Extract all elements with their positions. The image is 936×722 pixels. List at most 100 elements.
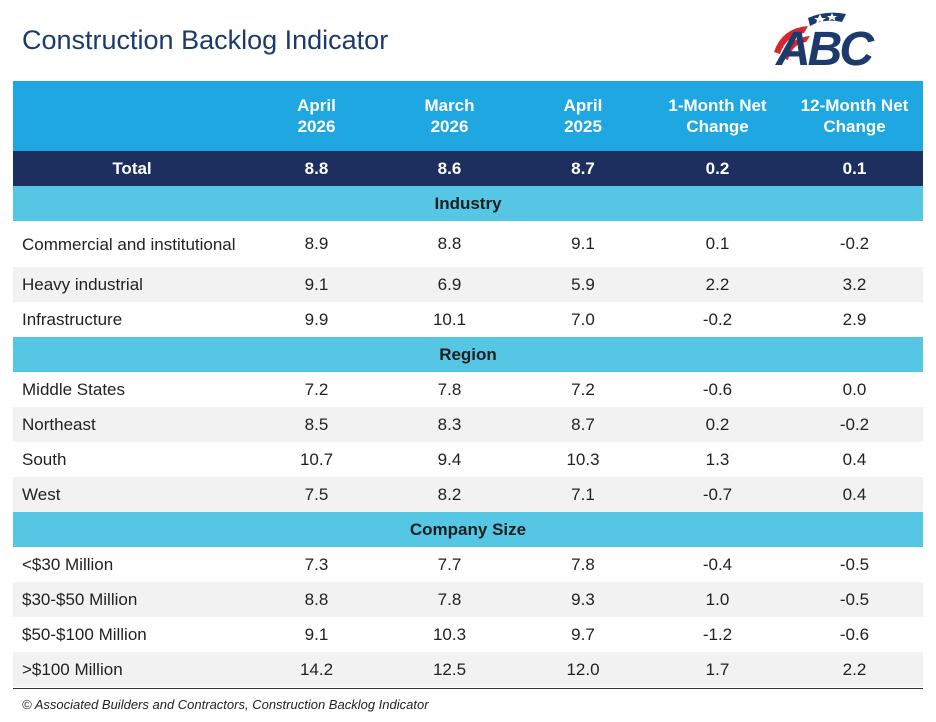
table-cell: 0.0 <box>786 372 923 407</box>
table-cell: 7.8 <box>517 547 649 582</box>
table-cell: 2.2 <box>786 652 923 687</box>
row-label: South <box>13 442 251 477</box>
table-cell: 1.3 <box>649 442 786 477</box>
table-header-row: April 2026 March 2026 April 2025 1-Month Ne… <box>13 81 923 151</box>
table-cell: 0.1 <box>786 151 923 186</box>
column-header-march-2026: March 2026 <box>382 81 517 151</box>
table-cell: 9.4 <box>382 442 517 477</box>
row-label: <$30 Million <box>13 547 251 582</box>
table-cell: 7.7 <box>382 547 517 582</box>
row-label: Infrastructure <box>13 302 251 337</box>
row-label: Middle States <box>13 372 251 407</box>
table-row: West 7.5 8.2 7.1 -0.7 0.4 <box>13 477 923 512</box>
footer-divider <box>13 688 923 689</box>
table-cell: -0.5 <box>786 547 923 582</box>
table-cell: 0.1 <box>649 221 786 267</box>
table-cell: 8.3 <box>382 407 517 442</box>
table-row: <$30 Million 7.3 7.7 7.8 -0.4 -0.5 <box>13 547 923 582</box>
table-cell: 9.9 <box>251 302 382 337</box>
table-body: Total 8.8 8.6 8.7 0.2 0.1 Industry Commercial a… <box>13 151 923 687</box>
table-row: Commercial and institutional 8.9 8.8 9.1 0.1… <box>13 221 923 267</box>
table-cell: 10.7 <box>251 442 382 477</box>
table-cell: 3.2 <box>786 267 923 302</box>
table-cell: 7.5 <box>251 477 382 512</box>
table-cell: 12.5 <box>382 652 517 687</box>
backlog-table: April 2026 March 2026 April 2025 1-Month Ne… <box>13 81 923 687</box>
row-label: $50-$100 Million <box>13 617 251 652</box>
section-header-row: Industry <box>13 186 923 221</box>
logo-text: ABC <box>776 23 874 76</box>
row-label: Northeast <box>13 407 251 442</box>
table-cell: 14.2 <box>251 652 382 687</box>
table-cell: 7.1 <box>517 477 649 512</box>
table-row: South 10.7 9.4 10.3 1.3 0.4 <box>13 442 923 477</box>
table-row: Northeast 8.5 8.3 8.7 0.2 -0.2 <box>13 407 923 442</box>
table-cell: -0.7 <box>649 477 786 512</box>
table-cell: 9.1 <box>251 267 382 302</box>
page-title: Construction Backlog Indicator <box>22 25 389 55</box>
table-cell: 6.9 <box>382 267 517 302</box>
table-cell: 9.1 <box>251 617 382 652</box>
table-cell: 9.7 <box>517 617 649 652</box>
table-cell: 8.7 <box>517 407 649 442</box>
total-row: Total 8.8 8.6 8.7 0.2 0.1 <box>13 151 923 186</box>
table-cell: 12.0 <box>517 652 649 687</box>
row-label: >$100 Million <box>13 652 251 687</box>
table-cell: 9.3 <box>517 582 649 617</box>
section-title: Industry <box>13 186 923 221</box>
column-header-april-2025: April 2025 <box>517 81 649 151</box>
column-header-12-month-change: 12-Month Net Change <box>786 81 923 151</box>
table-cell: 7.3 <box>251 547 382 582</box>
table-cell: -0.4 <box>649 547 786 582</box>
table-cell: -1.2 <box>649 617 786 652</box>
table-row: Infrastructure 9.9 10.1 7.0 -0.2 2.9 <box>13 302 923 337</box>
table-row: Middle States 7.2 7.8 7.2 -0.6 0.0 <box>13 372 923 407</box>
table-cell: 10.1 <box>382 302 517 337</box>
table-cell: -0.5 <box>786 582 923 617</box>
row-label: Heavy industrial <box>13 267 251 302</box>
table-cell: 0.4 <box>786 442 923 477</box>
footer-credit: © Associated Builders and Contractors, C… <box>22 697 429 712</box>
table-cell: 7.2 <box>251 372 382 407</box>
section-title: Company Size <box>13 512 923 547</box>
table-cell: 8.8 <box>251 582 382 617</box>
table-cell: 8.2 <box>382 477 517 512</box>
table-cell: 10.3 <box>517 442 649 477</box>
table-row: >$100 Million 14.2 12.5 12.0 1.7 2.2 <box>13 652 923 687</box>
table-cell: -0.2 <box>649 302 786 337</box>
table-cell: 8.6 <box>382 151 517 186</box>
section-header-row: Company Size <box>13 512 923 547</box>
table-cell: -0.6 <box>786 617 923 652</box>
table-cell: 7.8 <box>382 372 517 407</box>
table-cell: 8.7 <box>517 151 649 186</box>
table-cell: -0.2 <box>786 407 923 442</box>
column-header-april-2026: April 2026 <box>251 81 382 151</box>
table-cell: 7.2 <box>517 372 649 407</box>
row-label: Commercial and institutional <box>13 221 251 267</box>
table-cell: 2.9 <box>786 302 923 337</box>
table-row: $50-$100 Million 9.1 10.3 9.7 -1.2 -0.6 <box>13 617 923 652</box>
table-row: Heavy industrial 9.1 6.9 5.9 2.2 3.2 <box>13 267 923 302</box>
table-cell: 2.2 <box>649 267 786 302</box>
table-cell: 8.8 <box>251 151 382 186</box>
row-label: Total <box>13 151 251 186</box>
abc-flag-logo-icon <box>774 12 846 60</box>
table-row: $30-$50 Million 8.8 7.8 9.3 1.0 -0.5 <box>13 582 923 617</box>
table-cell: -0.6 <box>649 372 786 407</box>
abc-logo: ABC <box>768 8 898 78</box>
column-header-label <box>13 81 251 151</box>
table-cell: 8.5 <box>251 407 382 442</box>
column-header-1-month-change: 1-Month Net Change <box>649 81 786 151</box>
table-cell: 1.0 <box>649 582 786 617</box>
table-cell: -0.2 <box>786 221 923 267</box>
table-cell: 10.3 <box>382 617 517 652</box>
table-cell: 7.8 <box>382 582 517 617</box>
table-cell: 1.7 <box>649 652 786 687</box>
row-label: West <box>13 477 251 512</box>
section-header-row: Region <box>13 337 923 372</box>
table-cell: 0.4 <box>786 477 923 512</box>
table-cell: 5.9 <box>517 267 649 302</box>
table-cell: 8.9 <box>251 221 382 267</box>
section-title: Region <box>13 337 923 372</box>
table-cell: 0.2 <box>649 151 786 186</box>
